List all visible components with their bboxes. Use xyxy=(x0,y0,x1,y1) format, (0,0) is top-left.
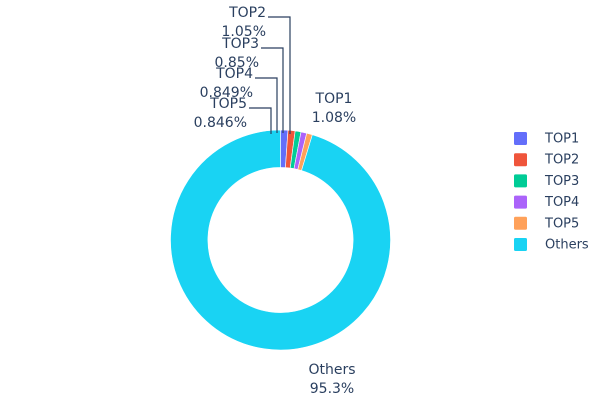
callout-top2-label: TOP2 xyxy=(228,5,266,21)
legend-label-others: Others xyxy=(545,238,589,253)
callout-top2-value: 1.05% xyxy=(222,24,266,40)
callout-top4-value: 0.849% xyxy=(200,85,253,101)
callout-others-value: 95.3% xyxy=(310,381,354,397)
legend-swatch-top4[interactable] xyxy=(514,195,527,209)
legend-swatch-others[interactable] xyxy=(514,238,527,251)
leader-line-top4 xyxy=(255,77,278,133)
donut-slice-others[interactable] xyxy=(170,129,391,351)
callout-others-label: Others xyxy=(308,362,355,378)
callout-top1-value: 1.08% xyxy=(312,110,356,126)
legend: TOP1 TOP2 TOP3 TOP4 TOP5 Others xyxy=(514,132,589,253)
legend-label-top3: TOP3 xyxy=(544,174,579,189)
leader-line-top2 xyxy=(268,16,291,134)
legend-label-top1: TOP1 xyxy=(544,132,579,147)
leader-line-top3 xyxy=(261,47,284,133)
callout-top3-label: TOP3 xyxy=(221,36,259,52)
donut-slices xyxy=(170,129,391,351)
legend-swatch-top3[interactable] xyxy=(514,174,527,188)
leader-lines xyxy=(249,16,291,134)
legend-swatch-top2[interactable] xyxy=(514,153,527,167)
slice-callouts: TOP2 1.05% TOP3 0.85% TOP4 0.849% TOP5 0… xyxy=(194,5,357,397)
leader-line-top5 xyxy=(249,107,272,134)
callout-top5-label: TOP5 xyxy=(209,96,247,112)
legend-swatch-top5[interactable] xyxy=(514,216,527,230)
legend-swatch-top1[interactable] xyxy=(514,132,527,145)
callout-top3-value: 0.85% xyxy=(215,55,259,71)
legend-label-top4: TOP4 xyxy=(544,195,579,210)
callout-top5-value: 0.846% xyxy=(194,115,247,131)
callout-top1-label: TOP1 xyxy=(315,91,353,107)
legend-label-top5: TOP5 xyxy=(544,216,579,231)
callout-top4-label: TOP4 xyxy=(215,66,253,82)
legend-label-top2: TOP2 xyxy=(544,153,579,168)
